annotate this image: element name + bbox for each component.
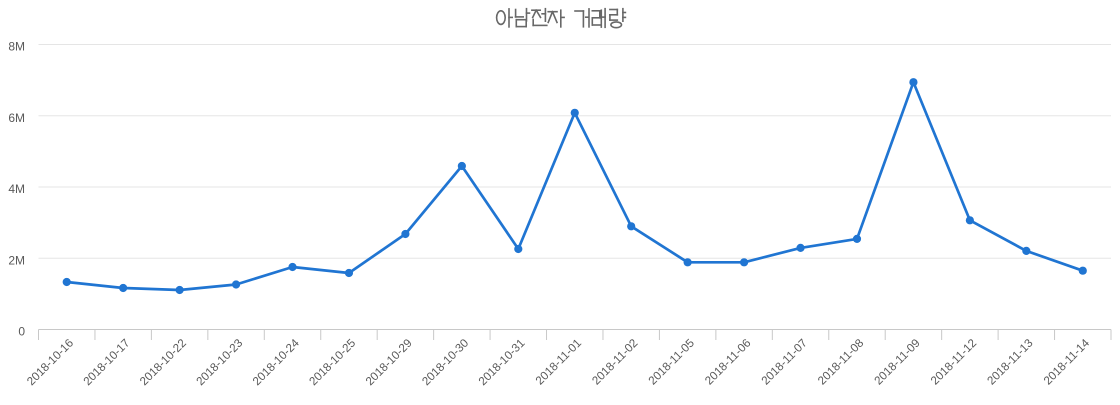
- svg-text:4M: 4M: [8, 182, 25, 196]
- svg-text:6M: 6M: [8, 111, 25, 125]
- svg-text:2M: 2M: [8, 253, 25, 267]
- svg-text:8M: 8M: [8, 40, 25, 54]
- svg-text:0: 0: [18, 325, 25, 339]
